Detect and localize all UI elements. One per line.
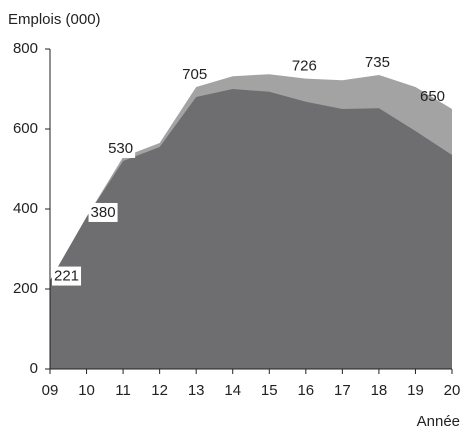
y-axis-label: Emplois (000): [8, 11, 101, 28]
data-label-box: [52, 266, 82, 286]
data-label: 705: [182, 66, 207, 83]
x-tick-label: 17: [334, 382, 351, 399]
area: [50, 89, 452, 369]
y-tick-label: 800: [13, 40, 38, 57]
data-label: 530: [108, 140, 133, 157]
x-tick-label: 18: [371, 382, 388, 399]
data-label: 380: [91, 204, 116, 221]
y-tick-label: 400: [13, 200, 38, 217]
x-tick-label: 20: [444, 382, 461, 399]
data-label-box: [88, 202, 118, 222]
data-label: 221: [54, 268, 79, 285]
x-tick-label: 14: [224, 382, 241, 399]
x-tick-label: 10: [78, 382, 95, 399]
y-tick-label: 200: [13, 280, 38, 297]
y-tick-label: 0: [30, 360, 38, 377]
x-tick-label: 11: [115, 382, 131, 399]
x-tick-label: 15: [261, 382, 278, 399]
data-label: 650: [420, 88, 445, 105]
data-label: 735: [365, 54, 390, 71]
x-tick-label: 19: [407, 382, 424, 399]
x-tick-label: 09: [42, 382, 59, 399]
data-label-box: [106, 138, 136, 158]
y-tick-label: 600: [13, 120, 38, 137]
data-label: 726: [292, 58, 317, 75]
x-axis-label: Année: [417, 413, 460, 430]
x-tick-label: 12: [151, 382, 168, 399]
x-tick-label: 16: [297, 382, 314, 399]
x-tick-label: 13: [188, 382, 205, 399]
